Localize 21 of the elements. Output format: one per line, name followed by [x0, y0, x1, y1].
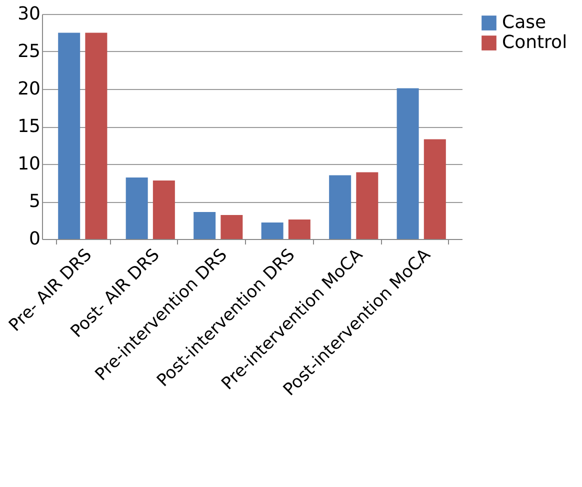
y-tick-label: 10 [18, 154, 40, 174]
bar [126, 178, 148, 239]
legend-label: Control [502, 32, 568, 53]
bar [424, 139, 446, 239]
y-tick-label: 25 [18, 41, 40, 62]
y-tick-label: 15 [18, 116, 40, 137]
bar [356, 172, 378, 239]
bar [329, 175, 352, 239]
y-tick-label: 0 [29, 228, 40, 250]
bar [288, 220, 310, 239]
legend-label: Case [502, 12, 546, 33]
bar [220, 215, 243, 239]
bar [152, 180, 175, 239]
bar [194, 212, 216, 239]
bar [261, 222, 284, 239]
bar [396, 88, 419, 239]
y-tick-label: 30 [18, 4, 40, 24]
bar [58, 32, 80, 239]
y-tick-label: 5 [29, 191, 40, 212]
y-tick-label: 20 [18, 78, 40, 100]
bar [85, 32, 108, 239]
